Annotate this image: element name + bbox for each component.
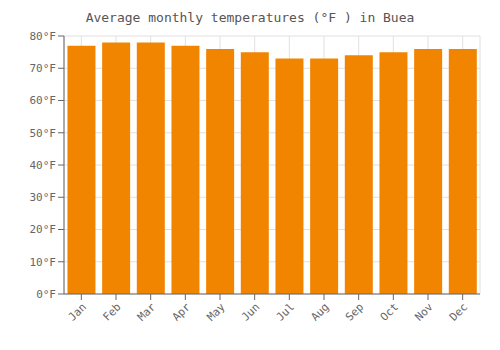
svg-text:Sep: Sep	[343, 300, 366, 323]
svg-text:20°F: 20°F	[30, 223, 57, 236]
svg-text:60°F: 60°F	[30, 94, 57, 107]
svg-text:Nov: Nov	[412, 300, 436, 324]
svg-text:30°F: 30°F	[30, 191, 57, 204]
svg-text:Jun: Jun	[239, 300, 262, 323]
svg-text:70°F: 70°F	[30, 62, 57, 75]
svg-text:Jul: Jul	[274, 300, 297, 323]
svg-text:0°F: 0°F	[36, 288, 56, 301]
svg-text:Feb: Feb	[100, 300, 123, 323]
svg-text:40°F: 40°F	[30, 159, 57, 172]
svg-text:Dec: Dec	[447, 300, 470, 323]
svg-text:80°F: 80°F	[30, 30, 57, 43]
svg-text:May: May	[204, 300, 228, 324]
svg-text:Mar: Mar	[135, 300, 159, 324]
svg-text:Oct: Oct	[378, 300, 401, 323]
svg-text:Jan: Jan	[66, 300, 89, 323]
svg-text:Apr: Apr	[170, 300, 194, 324]
svg-text:50°F: 50°F	[30, 127, 57, 140]
html-text:Average monthly temperatures (: Average monthly temperatures (°F ) in Bu…	[85, 10, 415, 25]
svg-text:10°F: 10°F	[30, 256, 57, 269]
svg-text:Aug: Aug	[308, 300, 331, 323]
